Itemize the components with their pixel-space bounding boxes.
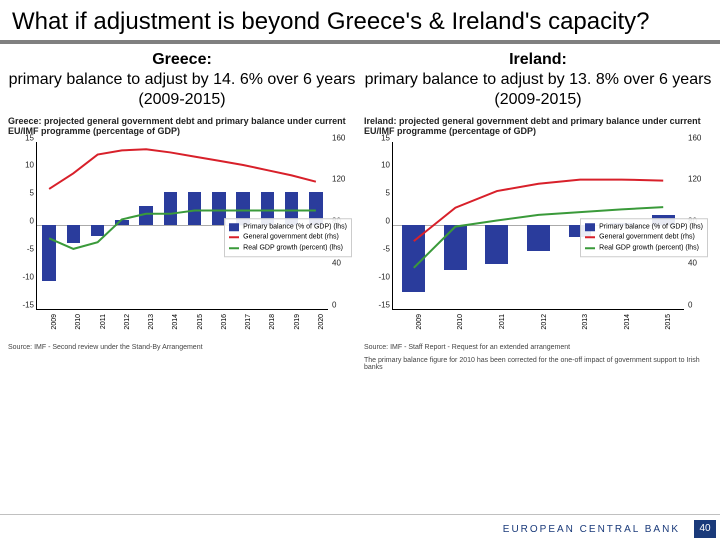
footer: EUROPEAN CENTRAL BANK 40 (0, 514, 720, 540)
right-column: Ireland: primary balance to adjust by 13… (364, 50, 712, 371)
footer-logo: EUROPEAN CENTRAL BANK (503, 524, 680, 535)
right-country-name: Ireland: (364, 50, 712, 70)
right-chart: -15-10-505101504080120160200920102011201… (364, 138, 712, 338)
left-subhead: primary balance to adjust by 14. 6% over… (8, 70, 356, 110)
right-heading: Ireland: primary balance to adjust by 13… (364, 50, 712, 110)
left-country-name: Greece: (8, 50, 356, 70)
title-underline (0, 40, 720, 44)
left-source: Source: IMF - Second review under the St… (8, 344, 356, 351)
content-row: Greece: primary balance to adjust by 14.… (0, 50, 720, 371)
left-chart: -15-10-505101504080120160200920102011201… (8, 138, 356, 338)
page-number: 40 (694, 520, 716, 538)
left-chart-title: Greece: projected general government deb… (8, 116, 356, 136)
right-footnote: The primary balance figure for 2010 has … (364, 357, 712, 371)
right-source: Source: IMF - Staff Report - Request for… (364, 344, 712, 351)
footer-rule (0, 514, 720, 515)
right-subhead: primary balance to adjust by 13. 8% over… (364, 70, 712, 110)
left-heading: Greece: primary balance to adjust by 14.… (8, 50, 356, 110)
slide-title: What if adjustment is beyond Greece's & … (0, 0, 720, 40)
right-chart-title: Ireland: projected general government de… (364, 116, 712, 136)
left-column: Greece: primary balance to adjust by 14.… (8, 50, 356, 371)
